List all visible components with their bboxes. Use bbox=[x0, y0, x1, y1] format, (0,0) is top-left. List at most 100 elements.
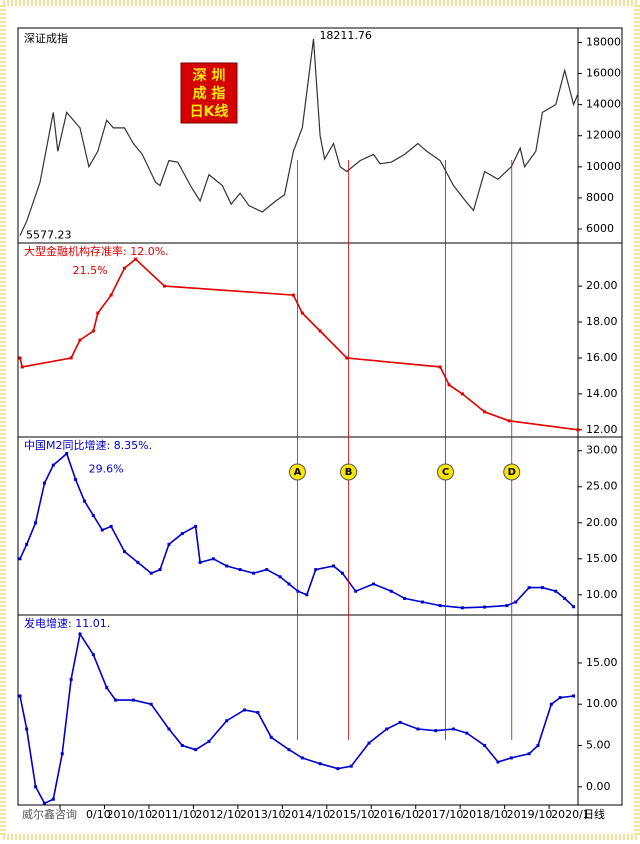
point bbox=[287, 582, 291, 586]
point bbox=[225, 719, 229, 723]
point bbox=[354, 589, 358, 593]
point bbox=[180, 744, 184, 748]
point bbox=[65, 452, 69, 456]
annotation: 5577.23 bbox=[26, 229, 72, 242]
x-tick-label: 2014/10 bbox=[284, 808, 330, 821]
point bbox=[572, 605, 576, 609]
point bbox=[265, 568, 269, 572]
y-tick-label: 10.00 bbox=[586, 697, 618, 710]
y-tick-label: 25.00 bbox=[586, 480, 618, 493]
y-tick-label: 8000 bbox=[586, 191, 614, 204]
event-marker bbox=[437, 463, 455, 481]
point bbox=[403, 596, 407, 600]
event-label: D bbox=[508, 467, 516, 478]
series-line bbox=[19, 452, 575, 609]
point bbox=[434, 729, 438, 733]
point bbox=[345, 356, 349, 360]
event-marker bbox=[503, 463, 521, 481]
y-tick-label: 0.00 bbox=[586, 780, 611, 793]
point bbox=[331, 564, 335, 568]
point bbox=[300, 311, 304, 315]
point bbox=[483, 744, 487, 748]
y-tick-label: 30.00 bbox=[586, 444, 618, 457]
x-tick-label: 2020/1 bbox=[551, 808, 590, 821]
point bbox=[318, 329, 322, 333]
x-tick-label: 0/10 bbox=[86, 808, 111, 821]
event-marker bbox=[340, 463, 358, 481]
point bbox=[136, 560, 140, 564]
point bbox=[460, 606, 464, 610]
point bbox=[483, 410, 487, 414]
x-tick-label: 2012/10 bbox=[195, 808, 241, 821]
point bbox=[438, 604, 442, 608]
point bbox=[367, 741, 371, 745]
point bbox=[305, 593, 309, 597]
event-label: A bbox=[294, 467, 302, 478]
point bbox=[51, 797, 55, 801]
point bbox=[336, 767, 340, 771]
point bbox=[82, 499, 86, 503]
point bbox=[114, 698, 118, 702]
point bbox=[225, 564, 229, 568]
point bbox=[483, 605, 487, 609]
point bbox=[34, 521, 38, 525]
watermark-bg bbox=[20, 806, 86, 824]
point bbox=[460, 392, 464, 396]
y-tick-label: 14.00 bbox=[586, 387, 618, 400]
logo-box bbox=[180, 62, 238, 124]
point bbox=[42, 801, 46, 805]
point bbox=[238, 568, 242, 572]
point bbox=[563, 596, 567, 600]
y-tick-label: 16000 bbox=[586, 67, 621, 80]
point bbox=[576, 428, 580, 432]
point bbox=[371, 582, 375, 586]
point bbox=[20, 365, 24, 369]
point bbox=[389, 589, 393, 593]
point bbox=[536, 744, 540, 748]
logo: 深 圳 成 指 日K线 bbox=[180, 62, 238, 124]
point bbox=[540, 586, 544, 590]
point bbox=[167, 542, 171, 546]
point bbox=[505, 604, 509, 608]
point bbox=[18, 694, 22, 698]
panel-title: 深证成指 bbox=[24, 31, 68, 45]
logo-text: 日K线 bbox=[190, 103, 229, 120]
point bbox=[558, 696, 562, 700]
point bbox=[554, 589, 558, 593]
point bbox=[300, 756, 304, 760]
point bbox=[496, 760, 500, 764]
y-tick-label: 20.00 bbox=[586, 516, 618, 529]
y-tick-label: 12000 bbox=[586, 129, 621, 142]
point bbox=[134, 257, 138, 261]
point bbox=[194, 748, 198, 752]
point bbox=[25, 542, 29, 546]
point bbox=[465, 731, 469, 735]
point bbox=[269, 735, 273, 739]
point bbox=[131, 698, 135, 702]
point bbox=[91, 329, 95, 333]
point bbox=[385, 727, 389, 731]
y-tick-label: 15.00 bbox=[586, 552, 618, 565]
y-tick-label: 10.00 bbox=[586, 588, 618, 601]
y-tick-label: 12.00 bbox=[586, 423, 618, 436]
point bbox=[69, 356, 73, 360]
point bbox=[180, 532, 184, 536]
point bbox=[167, 727, 171, 731]
point bbox=[509, 756, 513, 760]
point bbox=[105, 686, 109, 690]
point bbox=[91, 653, 95, 657]
point bbox=[416, 727, 420, 731]
point bbox=[207, 739, 211, 743]
point bbox=[100, 528, 104, 532]
point bbox=[42, 481, 46, 485]
point bbox=[514, 600, 518, 604]
point bbox=[158, 568, 162, 572]
panel-title: 发电增速: 11.01. bbox=[24, 616, 110, 630]
point bbox=[287, 748, 291, 752]
point bbox=[318, 762, 322, 766]
point bbox=[91, 514, 95, 518]
logo-text: 成 指 bbox=[193, 85, 226, 102]
point bbox=[122, 550, 126, 554]
point bbox=[69, 677, 73, 681]
